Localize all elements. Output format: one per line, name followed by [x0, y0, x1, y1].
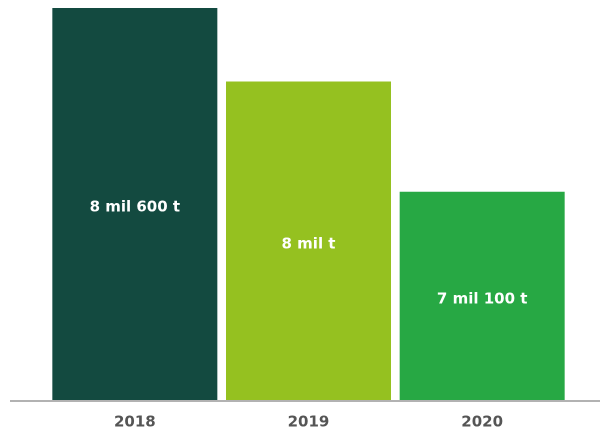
bar — [226, 81, 391, 400]
x-tick-label: 2020 — [461, 413, 503, 431]
x-tick-label: 2019 — [288, 413, 330, 431]
value-label: 8 mil t — [282, 234, 336, 252]
bar — [52, 8, 218, 400]
value-label: 7 mil 100 t — [437, 289, 528, 307]
value-label: 8 mil 600 t — [90, 198, 181, 216]
bar — [399, 191, 565, 400]
x-tick-label: 2018 — [114, 413, 156, 431]
